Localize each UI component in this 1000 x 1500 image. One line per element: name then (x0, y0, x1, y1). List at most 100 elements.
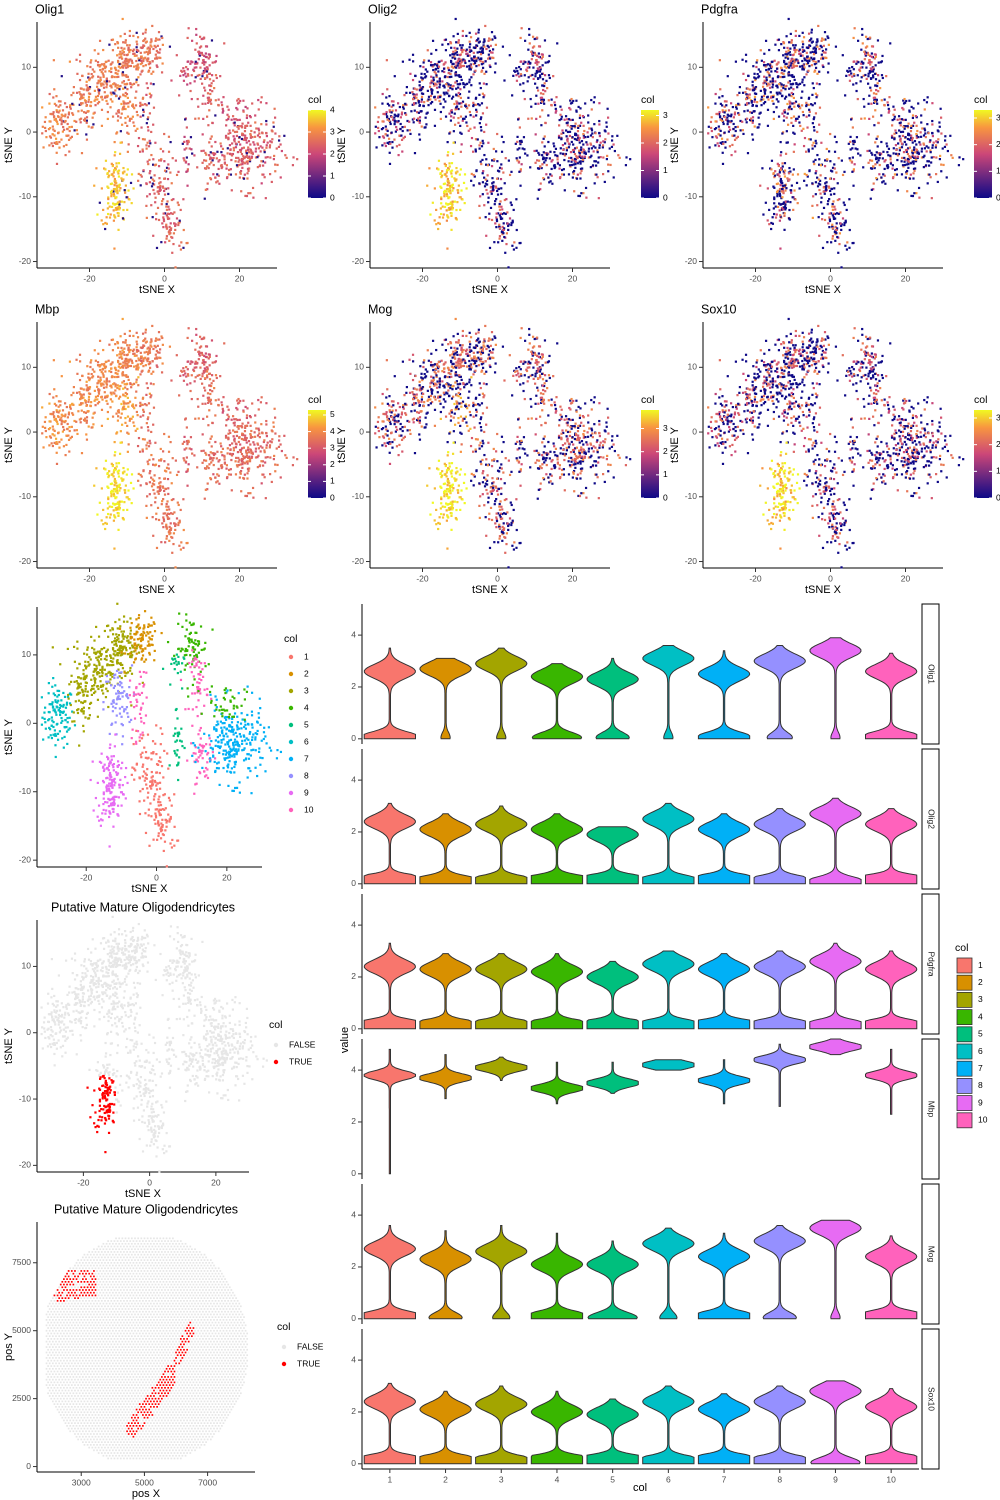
scatter-point (99, 64, 102, 67)
scatter-point (384, 125, 387, 128)
scatter-point (801, 40, 804, 43)
scatter-point (65, 405, 68, 409)
scatter-point (239, 99, 242, 103)
scatter-point (550, 167, 553, 171)
scatter-point (550, 98, 553, 101)
scatter-point (101, 367, 105, 371)
scatter-point (123, 64, 126, 67)
scatter-point (44, 416, 47, 419)
scatter-point (102, 83, 105, 86)
scatter-point (129, 58, 132, 61)
scatter-point (441, 70, 444, 73)
scatter-point (136, 36, 140, 39)
scatter-point (441, 170, 444, 173)
scatter-point (820, 196, 823, 199)
scatter-point (441, 80, 444, 83)
scatter-point (209, 151, 212, 154)
scatter-point (516, 135, 519, 138)
scatter-point (732, 122, 735, 126)
scatter-point (119, 335, 122, 338)
scatter-point (145, 50, 148, 53)
scatter-point (757, 68, 760, 71)
scatter-point (569, 118, 572, 122)
scatter-point (775, 91, 778, 94)
scatter-point (452, 95, 455, 98)
scatter-point (751, 133, 754, 136)
scatter-point (537, 55, 540, 58)
scatter-point (728, 125, 731, 129)
scatter-point (872, 96, 875, 99)
scatter-point (139, 62, 142, 66)
scatter-point (450, 46, 453, 49)
scatter-point (567, 173, 571, 176)
scatter-point (798, 187, 801, 190)
scatter-point (460, 58, 463, 61)
scatter-point (122, 94, 125, 97)
x-tick-label: 20 (235, 273, 245, 283)
scatter-point (210, 84, 213, 88)
scatter-point (884, 182, 887, 185)
scatter-point (81, 374, 84, 378)
scatter-point (406, 129, 409, 132)
scatter-point (240, 125, 243, 128)
scatter-point (60, 119, 63, 122)
scatter-point (203, 67, 206, 70)
scatter-point (60, 438, 63, 441)
scatter-point (448, 131, 452, 134)
scatter-point (413, 109, 416, 112)
scatter-point (565, 149, 568, 152)
scatter-point (867, 161, 870, 164)
scatter-point (775, 190, 779, 194)
scatter-point (582, 136, 585, 139)
scatter-point (542, 98, 545, 101)
scatter-point (148, 49, 151, 52)
scatter-point (911, 194, 915, 198)
scatter-point (242, 110, 245, 113)
scatter-point (399, 127, 402, 131)
scatter-point (116, 72, 119, 76)
scatter-point (273, 107, 276, 110)
scatter-point (53, 129, 56, 132)
scatter-point (57, 411, 60, 414)
scatter-point (831, 223, 834, 226)
scatter-point (215, 157, 218, 160)
scatter-point (90, 59, 93, 62)
scatter-point (98, 39, 102, 42)
scatter-point (534, 72, 537, 75)
scatter-point (803, 136, 807, 140)
scatter-point (722, 122, 725, 126)
scatter-point (787, 81, 790, 84)
scatter-point (148, 181, 151, 184)
scatter-point (624, 164, 628, 167)
scatter-point (190, 60, 193, 63)
scatter-point (184, 161, 187, 164)
scatter-point (449, 86, 452, 90)
scatter-point (277, 139, 281, 142)
scatter-point (96, 61, 100, 64)
scatter-point (125, 173, 128, 176)
scatter-point (60, 416, 63, 419)
scatter-point (765, 76, 768, 79)
scatter-point (867, 72, 870, 75)
scatter-point (256, 142, 259, 145)
scatter-point (494, 62, 497, 65)
scatter-point (284, 154, 287, 157)
scatter-point (124, 339, 127, 342)
scatter-point (770, 65, 774, 68)
scatter-point (589, 156, 592, 159)
scatter-point (901, 156, 904, 160)
scatter-point (507, 224, 510, 228)
scatter-point (227, 132, 230, 135)
scatter-point (501, 208, 504, 211)
scatter-point (468, 48, 471, 52)
scatter-point (589, 142, 592, 145)
scatter-point (896, 118, 899, 121)
scatter-point (519, 36, 522, 40)
scatter-point (540, 57, 543, 60)
scatter-point (911, 114, 915, 117)
scatter-point (189, 82, 192, 85)
scatter-point (455, 100, 458, 103)
scatter-point (785, 84, 788, 88)
scatter-point (788, 94, 791, 97)
scatter-point (473, 126, 476, 129)
